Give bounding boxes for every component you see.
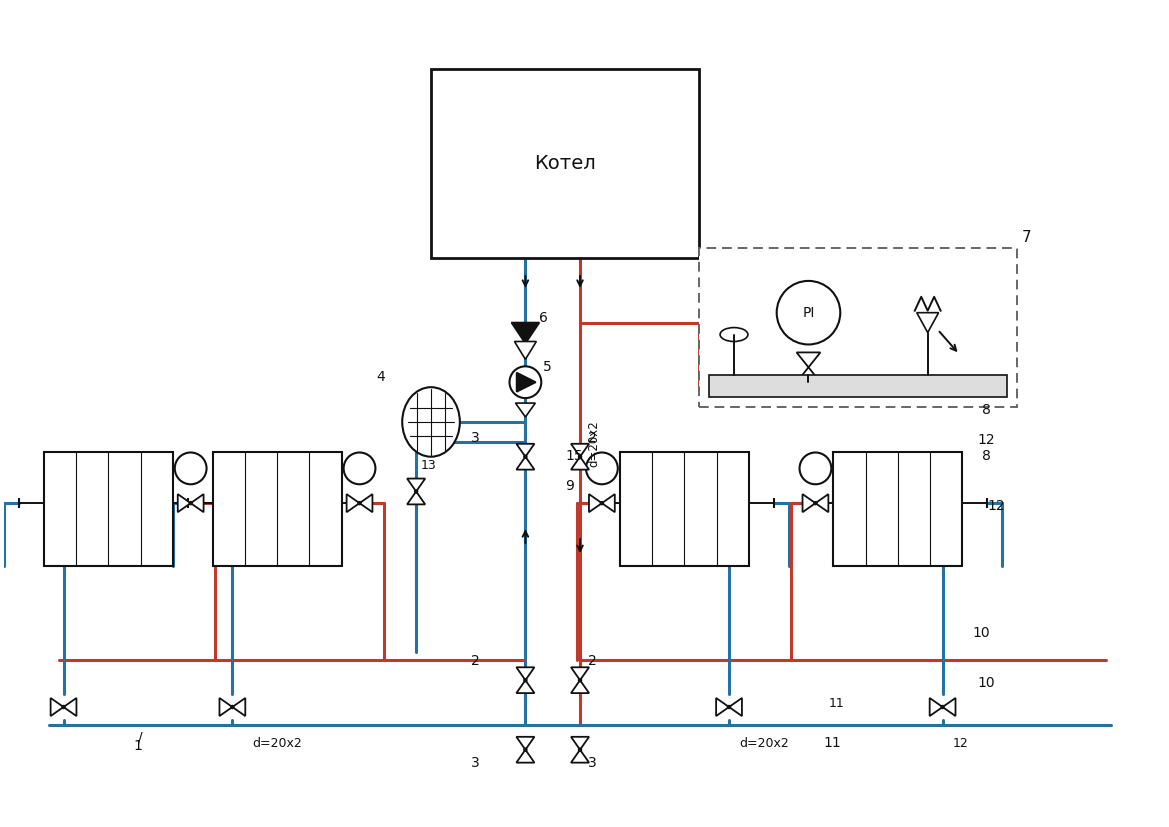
Polygon shape bbox=[517, 680, 534, 693]
Text: 10: 10 bbox=[977, 676, 995, 690]
Circle shape bbox=[524, 679, 526, 681]
Text: 7: 7 bbox=[1022, 230, 1032, 245]
Circle shape bbox=[175, 452, 207, 485]
Polygon shape bbox=[570, 750, 589, 762]
Text: 2: 2 bbox=[588, 431, 596, 445]
Polygon shape bbox=[407, 491, 426, 504]
Polygon shape bbox=[63, 698, 76, 716]
Polygon shape bbox=[602, 494, 615, 512]
Circle shape bbox=[344, 452, 375, 485]
Bar bbox=[710, 375, 1008, 397]
Text: d=20x2: d=20x2 bbox=[739, 737, 789, 750]
Circle shape bbox=[728, 705, 731, 708]
Text: 3: 3 bbox=[471, 431, 479, 445]
Polygon shape bbox=[570, 444, 589, 457]
Circle shape bbox=[189, 502, 192, 504]
Polygon shape bbox=[517, 373, 535, 392]
Polygon shape bbox=[929, 698, 942, 716]
Circle shape bbox=[941, 705, 943, 708]
Polygon shape bbox=[816, 494, 829, 512]
Text: 11: 11 bbox=[823, 736, 842, 750]
Circle shape bbox=[415, 490, 417, 493]
Text: Котел: Котел bbox=[534, 154, 596, 173]
Polygon shape bbox=[942, 698, 955, 716]
Circle shape bbox=[579, 456, 581, 458]
Bar bbox=[833, 452, 962, 566]
Text: 5: 5 bbox=[544, 361, 552, 375]
Polygon shape bbox=[360, 494, 373, 512]
Polygon shape bbox=[729, 698, 742, 716]
Polygon shape bbox=[517, 457, 534, 470]
Circle shape bbox=[586, 452, 617, 485]
Text: /: / bbox=[138, 731, 143, 745]
Text: 3: 3 bbox=[588, 756, 596, 770]
Bar bbox=[213, 452, 341, 566]
Circle shape bbox=[579, 679, 581, 681]
Ellipse shape bbox=[720, 327, 748, 342]
Circle shape bbox=[524, 456, 526, 458]
Text: 12: 12 bbox=[988, 499, 1005, 513]
Polygon shape bbox=[407, 479, 426, 491]
Polygon shape bbox=[233, 698, 245, 716]
Text: PI: PI bbox=[802, 306, 815, 320]
Polygon shape bbox=[796, 367, 821, 382]
Text: 12: 12 bbox=[953, 737, 968, 750]
Polygon shape bbox=[796, 352, 821, 367]
Polygon shape bbox=[347, 494, 360, 512]
Polygon shape bbox=[570, 680, 589, 693]
Text: 10: 10 bbox=[973, 627, 990, 640]
Bar bbox=[43, 452, 173, 566]
Polygon shape bbox=[570, 667, 589, 680]
Polygon shape bbox=[916, 313, 939, 332]
Ellipse shape bbox=[402, 387, 459, 457]
Circle shape bbox=[62, 705, 64, 708]
Bar bbox=[620, 452, 749, 566]
Polygon shape bbox=[50, 698, 63, 716]
Text: 3: 3 bbox=[471, 756, 479, 770]
Polygon shape bbox=[517, 667, 534, 680]
Text: 6: 6 bbox=[539, 311, 548, 325]
Polygon shape bbox=[220, 698, 233, 716]
Circle shape bbox=[231, 705, 234, 708]
Polygon shape bbox=[589, 494, 602, 512]
Polygon shape bbox=[803, 494, 816, 512]
Polygon shape bbox=[517, 750, 534, 762]
Text: 8: 8 bbox=[982, 449, 991, 463]
Circle shape bbox=[800, 452, 831, 485]
Circle shape bbox=[510, 366, 541, 398]
Text: d=20x2: d=20x2 bbox=[587, 420, 600, 466]
Circle shape bbox=[579, 748, 581, 751]
Polygon shape bbox=[517, 737, 534, 750]
Text: 1: 1 bbox=[133, 739, 141, 753]
Text: 4: 4 bbox=[376, 370, 385, 385]
Polygon shape bbox=[516, 403, 535, 417]
Text: 9: 9 bbox=[565, 479, 574, 493]
Text: 12: 12 bbox=[977, 433, 995, 447]
Polygon shape bbox=[717, 698, 729, 716]
Text: 2: 2 bbox=[588, 654, 596, 668]
Text: d=20x2: d=20x2 bbox=[253, 737, 302, 750]
Polygon shape bbox=[178, 494, 191, 512]
Circle shape bbox=[601, 502, 603, 504]
Polygon shape bbox=[512, 323, 539, 343]
Circle shape bbox=[815, 502, 817, 504]
Text: 13: 13 bbox=[421, 459, 437, 471]
Polygon shape bbox=[514, 342, 537, 360]
Text: 15: 15 bbox=[565, 449, 583, 463]
Circle shape bbox=[776, 281, 841, 345]
Polygon shape bbox=[570, 737, 589, 750]
Text: 11: 11 bbox=[829, 697, 844, 710]
Circle shape bbox=[524, 748, 526, 751]
Text: 2: 2 bbox=[471, 654, 479, 668]
Text: 8: 8 bbox=[982, 403, 991, 417]
Bar bbox=[431, 69, 699, 258]
Polygon shape bbox=[191, 494, 203, 512]
Polygon shape bbox=[517, 444, 534, 457]
FancyBboxPatch shape bbox=[699, 248, 1017, 407]
Polygon shape bbox=[570, 457, 589, 470]
Circle shape bbox=[359, 502, 361, 504]
